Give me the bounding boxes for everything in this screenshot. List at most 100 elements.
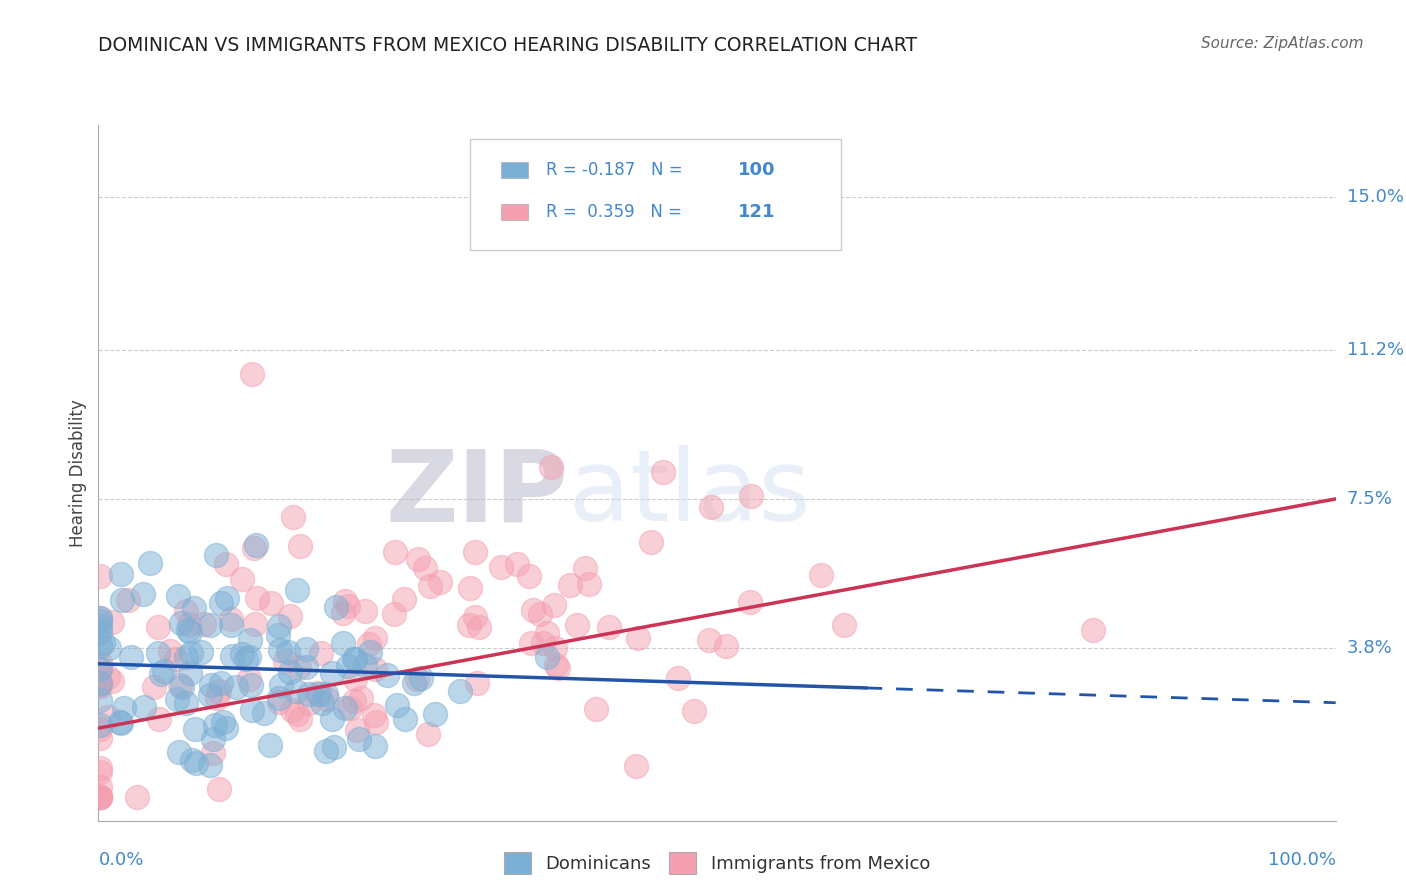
Point <box>536 626 558 640</box>
Point <box>89 676 111 690</box>
Point <box>111 593 134 607</box>
Point <box>167 745 190 759</box>
Point <box>89 718 111 732</box>
Point <box>101 615 124 630</box>
Point <box>269 695 291 709</box>
Point <box>89 656 111 670</box>
Point <box>193 616 215 631</box>
Point <box>89 662 111 676</box>
Point <box>184 722 207 736</box>
Text: DOMINICAN VS IMMIGRANTS FROM MEXICO HEARING DISABILITY CORRELATION CHART: DOMINICAN VS IMMIGRANTS FROM MEXICO HEAR… <box>98 36 918 54</box>
Point <box>89 789 111 804</box>
Point <box>315 687 337 701</box>
Point <box>321 665 343 680</box>
Point <box>190 645 212 659</box>
Text: R = -0.187   N =: R = -0.187 N = <box>547 161 688 179</box>
Point <box>384 544 406 558</box>
Point <box>364 715 387 730</box>
Point <box>221 618 243 632</box>
Point <box>245 538 267 552</box>
Point <box>269 643 291 657</box>
Text: 15.0%: 15.0% <box>1347 188 1403 206</box>
Point <box>97 670 120 684</box>
Point <box>221 649 243 664</box>
Point <box>285 684 308 698</box>
Point <box>89 761 111 775</box>
Point <box>489 559 512 574</box>
Text: 3.8%: 3.8% <box>1347 639 1392 657</box>
Point <box>180 646 202 660</box>
Point <box>350 690 373 705</box>
Point <box>207 690 229 705</box>
Point <box>165 652 187 666</box>
Point <box>565 618 588 632</box>
Text: 0.0%: 0.0% <box>98 851 143 869</box>
Point <box>278 665 301 679</box>
Point <box>217 591 239 605</box>
Point <box>419 579 441 593</box>
Point <box>666 671 689 685</box>
Point <box>240 678 263 692</box>
Point <box>139 556 162 570</box>
Point <box>1083 623 1105 637</box>
Point <box>520 636 543 650</box>
Point <box>89 677 111 691</box>
Point <box>269 691 291 706</box>
Point <box>89 693 111 707</box>
Point <box>416 727 439 741</box>
Point <box>231 572 253 586</box>
Point <box>560 577 582 591</box>
Point <box>406 672 429 686</box>
Point <box>152 664 174 678</box>
Point <box>281 510 304 524</box>
Point <box>198 688 221 702</box>
Point <box>467 620 489 634</box>
Point <box>627 631 650 645</box>
Point <box>547 661 569 675</box>
Point <box>363 707 385 722</box>
Point <box>458 581 481 595</box>
Point <box>298 696 321 710</box>
Point <box>89 679 111 693</box>
Point <box>131 587 153 601</box>
Point <box>212 715 235 730</box>
Point <box>321 712 343 726</box>
Point <box>240 703 263 717</box>
Point <box>142 680 165 694</box>
Point <box>89 789 111 804</box>
Point <box>98 640 121 655</box>
Point <box>394 713 416 727</box>
Point <box>89 611 111 625</box>
Point <box>332 606 354 620</box>
Point <box>235 652 257 666</box>
Point <box>298 687 321 701</box>
Point <box>134 699 156 714</box>
Point <box>344 672 367 686</box>
Point <box>231 647 253 661</box>
Point <box>179 665 201 680</box>
Bar <box>501 204 527 219</box>
Point <box>652 465 675 479</box>
Point <box>429 574 451 589</box>
Point <box>287 660 309 674</box>
Point <box>339 701 361 715</box>
Point <box>325 599 347 614</box>
Point <box>640 535 662 549</box>
Point <box>204 548 226 562</box>
Point <box>219 612 242 626</box>
Point <box>353 604 375 618</box>
Point <box>269 619 291 633</box>
Point <box>285 706 308 721</box>
Point <box>311 696 333 710</box>
Point <box>315 691 337 706</box>
Point <box>240 367 263 381</box>
Point <box>209 676 232 690</box>
Point <box>465 675 488 690</box>
Point <box>202 746 225 760</box>
Point <box>238 649 260 664</box>
Point <box>239 633 262 648</box>
Point <box>110 567 132 582</box>
Point <box>359 637 381 651</box>
Point <box>309 646 332 660</box>
Point <box>89 789 111 804</box>
